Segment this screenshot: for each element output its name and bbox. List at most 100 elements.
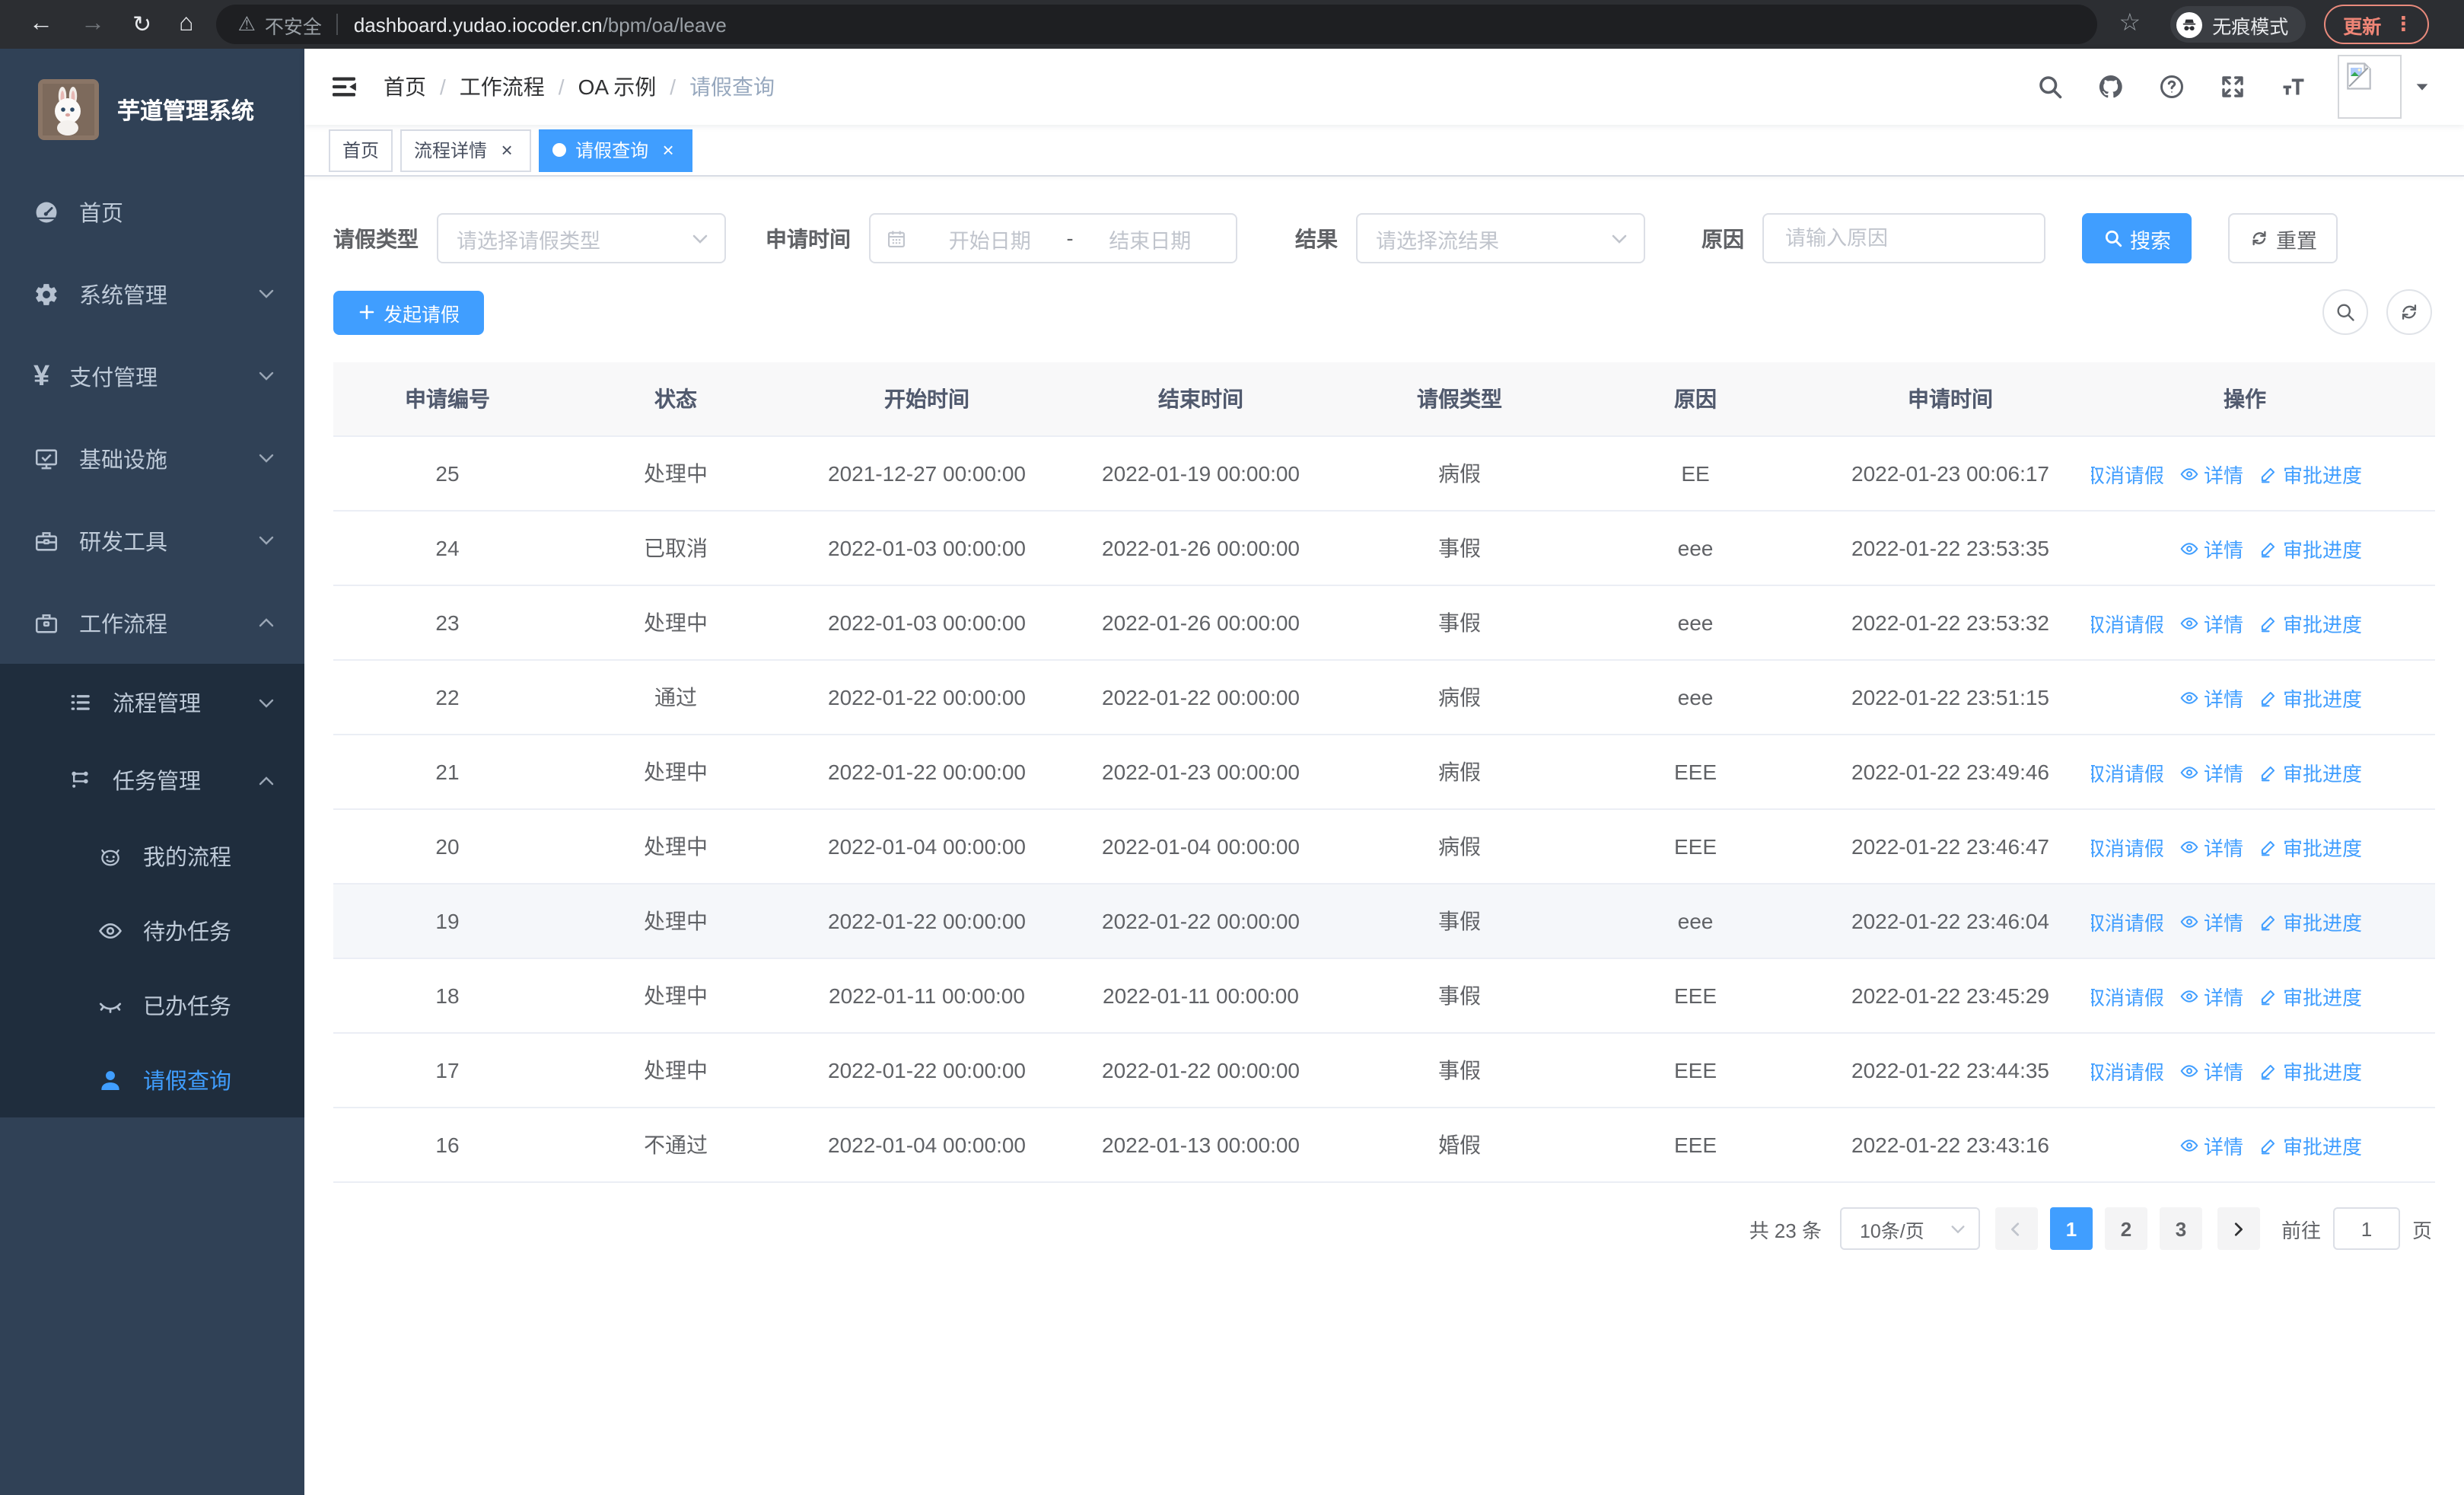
approval-progress-link[interactable]: 审批进度 (2259, 757, 2362, 786)
cancel-leave-link[interactable]: 取消请假 (2091, 907, 2164, 936)
approval-progress-link[interactable]: 审批进度 (2259, 459, 2362, 488)
sidebar-collapse-button[interactable] (304, 72, 384, 102)
fullscreen-icon[interactable] (2219, 73, 2246, 100)
action-label: 取消请假 (2091, 762, 2164, 785)
prev-page-button[interactable] (1994, 1207, 2038, 1250)
close-icon[interactable]: × (501, 139, 513, 161)
apply-time-range-picker[interactable]: 开始日期 - 结束日期 (869, 213, 1237, 263)
cell-id: 25 (435, 461, 460, 486)
browser-forward-button[interactable]: → (81, 11, 105, 37)
sidebar-item-leave-query[interactable]: 请假查询 (0, 1043, 304, 1117)
cell-applyTime: 2022-01-22 23:46:04 (1851, 909, 2049, 933)
detail-link[interactable]: 详情 (2179, 608, 2243, 637)
approval-progress-link[interactable]: 审批进度 (2259, 981, 2362, 1010)
end-date-placeholder[interactable]: 结束日期 (1109, 229, 1192, 252)
sidebar-item-infrastructure[interactable]: 基础设施 (0, 417, 304, 499)
browser-update-button[interactable]: 更新 ⋮ (2323, 5, 2429, 44)
browser-back-button[interactable]: ← (29, 11, 53, 37)
approval-progress-link[interactable]: 审批进度 (2259, 683, 2362, 712)
leave-type-select[interactable]: 请选择请假类型 (437, 213, 726, 263)
sidebar-item-my-process[interactable]: 我的流程 (0, 819, 304, 894)
sidebar-item-home[interactable]: 首页 (0, 171, 304, 253)
github-icon[interactable] (2097, 73, 2125, 100)
action-label: 审批进度 (2282, 464, 2362, 486)
chevron-down-icon[interactable] (2414, 78, 2431, 95)
cell-applyTime: 2022-01-22 23:49:46 (1851, 760, 2049, 784)
breadcrumb-item[interactable]: 工作流程 (459, 75, 545, 99)
detail-link[interactable]: 详情 (2179, 534, 2243, 563)
tab-process-detail[interactable]: 流程详情 × (400, 129, 532, 171)
detail-link[interactable]: 详情 (2179, 757, 2243, 786)
breadcrumb-item[interactable]: OA 示例 (578, 75, 657, 99)
sidebar-item-label: 系统管理 (79, 284, 167, 308)
avatar[interactable] (2338, 55, 2402, 119)
cancel-leave-link[interactable]: 取消请假 (2091, 981, 2164, 1010)
detail-link[interactable]: 详情 (2179, 907, 2243, 936)
cancel-leave-link[interactable]: 取消请假 (2091, 1056, 2164, 1085)
detail-link[interactable]: 详情 (2179, 1056, 2243, 1085)
browser-reload-button[interactable]: ↻ (132, 11, 152, 37)
sidebar-item-workflow[interactable]: 工作流程 (0, 582, 304, 664)
cancel-leave-link[interactable]: 取消请假 (2091, 608, 2164, 637)
browser-menu-icon[interactable]: ⋮ (2393, 12, 2414, 35)
approval-progress-link[interactable]: 审批进度 (2259, 832, 2362, 861)
eye-action-icon (2179, 1135, 2199, 1155)
font-size-icon[interactable] (2280, 73, 2307, 100)
next-page-button[interactable] (2217, 1207, 2260, 1250)
search-button[interactable]: 搜索 (2082, 213, 2192, 263)
create-leave-button[interactable]: 发起请假 (333, 290, 485, 334)
breadcrumb: 首页 / 工作流程 / OA 示例 / 请假查询 (384, 72, 775, 102)
goto-page-input[interactable] (2332, 1207, 2400, 1250)
detail-link[interactable]: 详情 (2179, 459, 2243, 488)
approval-progress-link[interactable]: 审批进度 (2259, 608, 2362, 637)
page-size-select[interactable]: 10条/页 (1839, 1207, 1980, 1250)
help-icon[interactable] (2158, 73, 2185, 100)
close-icon[interactable]: × (662, 139, 674, 161)
sidebar-item-task-management[interactable]: 任务管理 (0, 741, 304, 819)
sidebar-item-dev-tools[interactable]: 研发工具 (0, 499, 304, 582)
page-button-2[interactable]: 2 (2104, 1207, 2147, 1250)
detail-link[interactable]: 详情 (2179, 832, 2243, 861)
approval-progress-link[interactable]: 审批进度 (2259, 1130, 2362, 1159)
pagination: 共 23 条 10条/页 123 前往 页 (333, 1207, 2435, 1250)
approval-progress-link[interactable]: 审批进度 (2259, 1056, 2362, 1085)
sidebar-item-payment[interactable]: ¥ 支付管理 (0, 335, 304, 417)
start-date-placeholder[interactable]: 开始日期 (948, 229, 1031, 252)
browser-home-button[interactable]: ⌂ (179, 11, 194, 37)
cancel-leave-link[interactable]: 取消请假 (2091, 832, 2164, 861)
table-toolbar: 发起请假 (333, 289, 2435, 335)
sidebar-logo[interactable]: 芋道管理系统 (0, 49, 304, 171)
reset-button[interactable]: 重置 (2228, 213, 2338, 263)
result-select[interactable]: 请选择流结果 (1356, 213, 1645, 263)
action-label: 详情 (2203, 986, 2243, 1009)
sidebar-item-process-management[interactable]: 流程管理 (0, 664, 304, 741)
cell-reason: eee (1677, 610, 1714, 635)
tab-leave-query[interactable]: 请假查询 × (539, 129, 693, 171)
detail-link[interactable]: 详情 (2179, 1130, 2243, 1159)
cancel-leave-link[interactable]: 取消请假 (2091, 459, 2164, 488)
reason-input[interactable] (1782, 225, 2026, 251)
toolbar-refresh-icon[interactable] (2386, 289, 2432, 335)
approval-progress-link[interactable]: 审批进度 (2259, 907, 2362, 936)
detail-link[interactable]: 详情 (2179, 981, 2243, 1010)
sidebar-item-system[interactable]: 系统管理 (0, 253, 304, 335)
search-icon[interactable] (2036, 73, 2064, 100)
tab-home[interactable]: 首页 (329, 129, 393, 171)
approval-progress-link[interactable]: 审批进度 (2259, 534, 2362, 563)
sidebar-item-todo-tasks[interactable]: 待办任务 (0, 894, 304, 968)
page-button-3[interactable]: 3 (2159, 1207, 2202, 1250)
cancel-leave-link[interactable]: 取消请假 (2091, 757, 2164, 786)
cell-status: 通过 (654, 685, 697, 709)
sidebar-item-done-tasks[interactable]: 已办任务 (0, 968, 304, 1043)
url-bar[interactable]: ⚠ 不安全 dashboard.yudao.iocoder.cn/bpm/oa/… (216, 5, 2098, 44)
bookmark-star-icon[interactable]: ☆ (2119, 11, 2141, 37)
eye-icon (97, 918, 123, 944)
action-label: 取消请假 (2091, 1060, 2164, 1083)
detail-link[interactable]: 详情 (2179, 683, 2243, 712)
column-header: 状态 (654, 387, 697, 411)
toolbar-search-icon[interactable] (2322, 289, 2368, 335)
breadcrumb-item[interactable]: 首页 (384, 75, 426, 99)
cell-type: 事假 (1438, 909, 1481, 933)
page-button-1[interactable]: 1 (2049, 1207, 2093, 1250)
